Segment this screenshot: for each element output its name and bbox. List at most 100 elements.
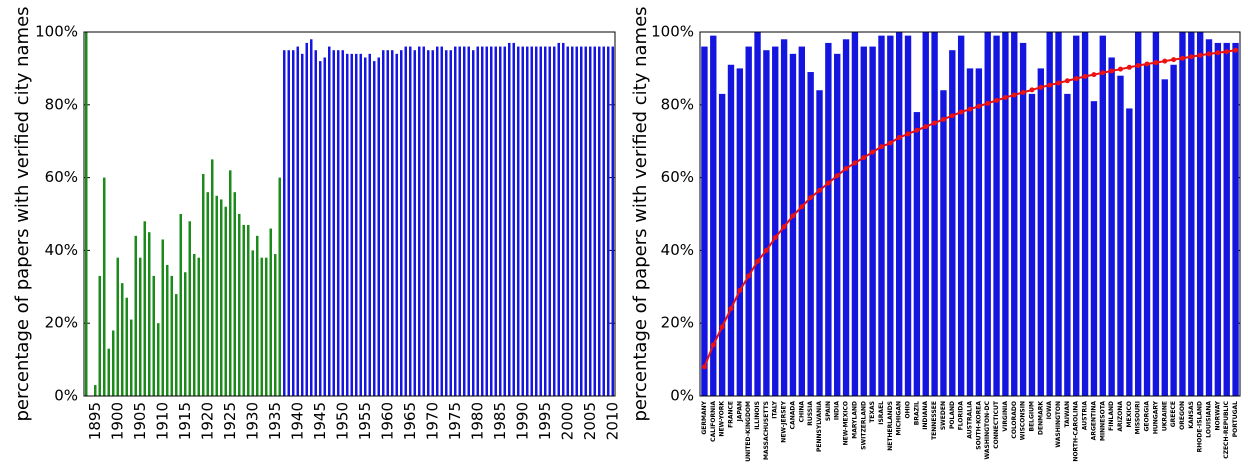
x-tick-label: 1905 <box>131 402 149 440</box>
bar <box>458 46 461 397</box>
bar <box>1099 35 1106 396</box>
bar <box>869 46 876 397</box>
bar <box>887 35 894 396</box>
bar <box>269 228 272 396</box>
x-tick-label: NEW-MEXICO <box>843 401 850 445</box>
x-tick-label: GREECE <box>1170 401 1177 427</box>
bar <box>364 57 367 396</box>
bar <box>404 46 407 397</box>
bar <box>1126 108 1133 396</box>
bar <box>418 46 421 397</box>
x-tick-label: 1955 <box>356 402 374 440</box>
x-tick-label: NEW-YORK <box>719 401 726 437</box>
point <box>710 342 716 348</box>
x-tick-label: 1925 <box>221 402 239 440</box>
bar <box>188 221 191 396</box>
x-tick-label: DENMARK <box>1037 401 1044 435</box>
x-tick-label: MICHIGAN <box>896 401 903 435</box>
bar <box>463 46 466 397</box>
bar <box>1196 32 1204 396</box>
bar <box>202 173 205 396</box>
point <box>985 100 991 106</box>
bar <box>337 50 340 396</box>
x-tick-label: SPAIN <box>825 401 832 421</box>
bar <box>878 35 885 396</box>
x-tick-label: FLORIDA <box>958 401 965 431</box>
bar <box>179 214 182 396</box>
x-tick-label: AUSTRALIA <box>967 401 974 439</box>
bar <box>789 53 797 397</box>
x-tick-label: 2005 <box>581 402 599 440</box>
bar <box>816 90 823 397</box>
bar <box>328 46 331 397</box>
bar <box>860 46 867 397</box>
point <box>1153 60 1159 66</box>
bar <box>1073 35 1080 396</box>
x-tick-label: PORTUGAL <box>1232 401 1239 437</box>
x-tick-label: BELGIUM <box>1028 401 1035 432</box>
bar <box>957 35 965 396</box>
bar <box>1028 93 1036 396</box>
bar <box>305 42 308 397</box>
x-tick-label: 1960 <box>378 402 396 440</box>
point <box>781 224 787 230</box>
bar <box>607 46 610 397</box>
bar <box>238 214 241 396</box>
bar <box>736 68 744 397</box>
point <box>967 106 973 112</box>
x-tick-label: INDIA <box>834 401 841 420</box>
bar <box>445 50 448 396</box>
point <box>755 258 761 264</box>
point <box>1197 52 1203 58</box>
x-tick-label: NETHERLANDS <box>887 401 894 451</box>
point <box>1215 50 1221 56</box>
bar <box>1011 32 1018 396</box>
x-tick-label: UNITED-KINGDOM <box>745 401 752 462</box>
bar <box>454 46 457 397</box>
point <box>834 173 840 179</box>
bar <box>215 195 218 396</box>
point <box>1002 95 1008 101</box>
point <box>1135 62 1141 68</box>
x-tick-label: 1945 <box>311 402 329 440</box>
x-tick-label: IOWA <box>1046 401 1053 420</box>
bar <box>1117 75 1124 397</box>
x-tick-label: MINNESOTA <box>1099 401 1106 441</box>
x-tick-label: RHODE-ISLAND <box>1197 401 1204 452</box>
bar <box>472 50 475 396</box>
point <box>1188 54 1194 60</box>
x-tick-label: WISCONSIN <box>1020 401 1027 440</box>
x-tick-label: NORWAY <box>1214 400 1221 430</box>
x-tick-label: 1950 <box>333 402 351 440</box>
bar <box>1223 42 1230 397</box>
bar <box>107 348 110 396</box>
bar <box>754 32 761 396</box>
point <box>932 120 938 126</box>
y-tick-label: 20% <box>661 314 694 332</box>
bar <box>98 275 101 396</box>
bar <box>242 224 245 396</box>
x-tick-label: 1980 <box>468 402 486 440</box>
point <box>1224 49 1230 55</box>
bar <box>763 50 770 396</box>
x-tick-label: MISSOURI <box>1135 401 1142 434</box>
x-tick-label: MASSACHUSETTS <box>763 401 770 460</box>
bar <box>467 46 470 397</box>
point <box>772 235 778 241</box>
x-tick-label: CANADA <box>789 401 796 430</box>
point <box>808 195 814 201</box>
x-tick-label: 2000 <box>558 402 576 440</box>
point <box>1047 82 1053 88</box>
x-tick-label: FRANCE <box>727 401 734 428</box>
bar <box>161 239 164 396</box>
point <box>949 113 955 119</box>
bar <box>139 257 142 396</box>
bar <box>949 50 956 396</box>
bar <box>170 275 173 396</box>
bar <box>1064 93 1071 396</box>
bar <box>224 206 227 396</box>
x-tick-label: ARIZONA <box>1117 401 1124 432</box>
bar <box>548 46 551 397</box>
x-tick-label: WASHINGTON-DC <box>984 400 991 459</box>
x-tick-label: 1900 <box>108 402 126 440</box>
